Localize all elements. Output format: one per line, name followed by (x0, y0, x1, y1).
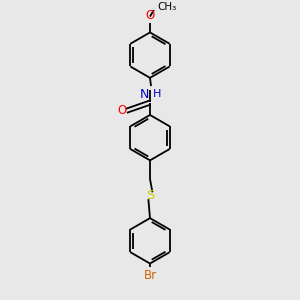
Text: H: H (153, 89, 161, 99)
Text: Br: Br (143, 269, 157, 282)
Text: N: N (140, 88, 149, 101)
Text: S: S (146, 189, 154, 202)
Text: O: O (146, 9, 154, 22)
Text: O: O (117, 104, 126, 117)
Text: CH₃: CH₃ (158, 2, 177, 12)
